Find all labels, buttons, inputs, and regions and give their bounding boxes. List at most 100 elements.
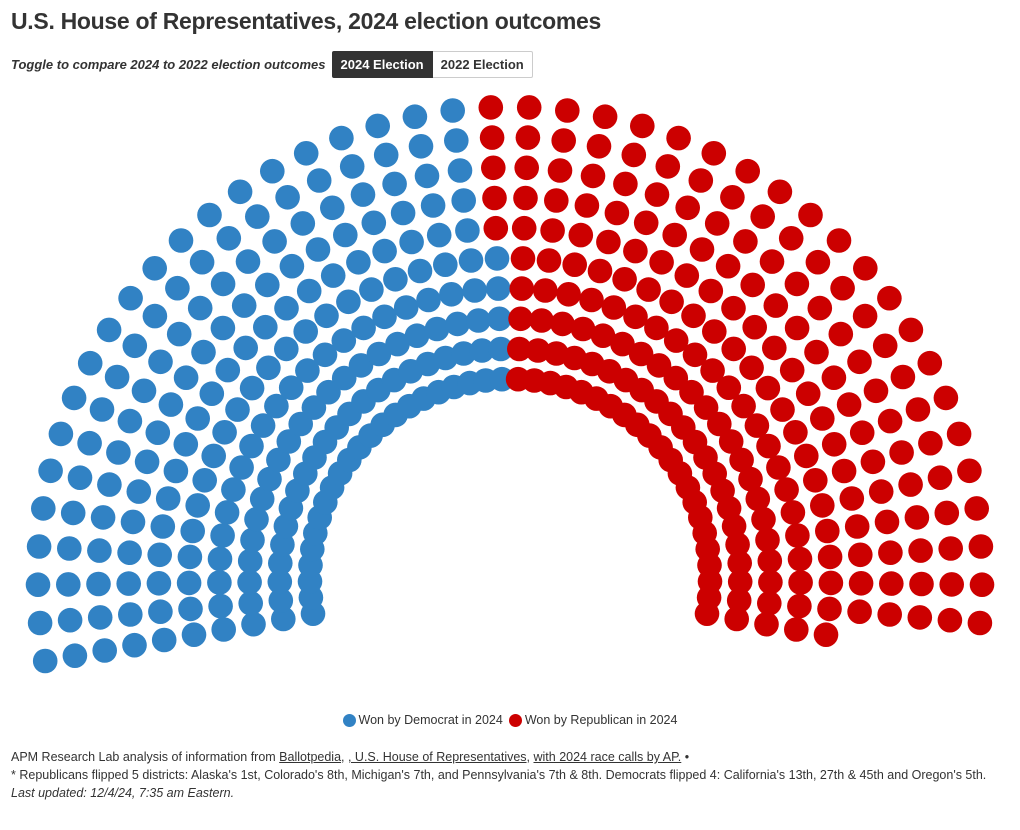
seat-democrat[interactable] bbox=[484, 246, 510, 271]
seat-republican[interactable] bbox=[679, 379, 704, 405]
seat-republican[interactable] bbox=[586, 134, 612, 159]
seat-democrat[interactable] bbox=[385, 331, 410, 357]
house-link[interactable]: , U.S. House of Representatives bbox=[347, 750, 527, 764]
seat-democrat[interactable] bbox=[348, 353, 374, 378]
seat-democrat[interactable] bbox=[445, 311, 470, 337]
toggle-2024-button[interactable]: 2024 Election bbox=[331, 51, 433, 78]
seat-republican[interactable] bbox=[513, 185, 538, 211]
seat-democrat[interactable] bbox=[267, 569, 293, 595]
seat-democrat[interactable] bbox=[451, 341, 476, 366]
seat-republican[interactable] bbox=[592, 104, 618, 129]
seat-democrat[interactable] bbox=[485, 276, 511, 301]
seat-republican[interactable] bbox=[877, 602, 902, 627]
seat-republican[interactable] bbox=[574, 193, 600, 218]
seat-democrat[interactable] bbox=[25, 572, 51, 597]
seat-democrat[interactable] bbox=[155, 486, 181, 511]
seat-democrat[interactable] bbox=[150, 514, 176, 539]
seat-democrat[interactable] bbox=[296, 278, 322, 304]
legend-item-democrat[interactable]: Won by Democrat in 2024 bbox=[342, 713, 503, 727]
seat-democrat[interactable] bbox=[444, 128, 469, 153]
seat-republican[interactable] bbox=[878, 540, 903, 565]
seat-republican[interactable] bbox=[727, 569, 753, 595]
seat-republican[interactable] bbox=[610, 331, 635, 357]
seat-republican[interactable] bbox=[570, 316, 596, 342]
seat-republican[interactable] bbox=[879, 571, 904, 596]
seat-republican[interactable] bbox=[698, 278, 724, 304]
seat-republican[interactable] bbox=[580, 163, 606, 189]
seat-republican[interactable] bbox=[807, 295, 833, 321]
seat-republican[interactable] bbox=[540, 218, 565, 243]
seat-republican[interactable] bbox=[729, 447, 754, 473]
seat-democrat[interactable] bbox=[268, 550, 293, 576]
seat-democrat[interactable] bbox=[458, 248, 484, 273]
seat-democrat[interactable] bbox=[199, 381, 225, 407]
seat-democrat[interactable] bbox=[231, 293, 257, 318]
seat-republican[interactable] bbox=[693, 395, 719, 420]
seat-republican[interactable] bbox=[755, 375, 781, 401]
seat-republican[interactable] bbox=[721, 295, 746, 321]
seat-democrat[interactable] bbox=[57, 536, 82, 561]
seat-republican[interactable] bbox=[810, 406, 835, 431]
seat-democrat[interactable] bbox=[408, 134, 434, 159]
seat-democrat[interactable] bbox=[208, 593, 233, 619]
seat-democrat[interactable] bbox=[466, 308, 491, 333]
seat-democrat[interactable] bbox=[163, 458, 189, 484]
seat-democrat[interactable] bbox=[239, 433, 264, 459]
seat-democrat[interactable] bbox=[372, 304, 397, 330]
seat-democrat[interactable] bbox=[440, 98, 466, 123]
seat-republican[interactable] bbox=[478, 95, 504, 120]
seat-republican[interactable] bbox=[860, 449, 886, 475]
seat-republican[interactable] bbox=[890, 364, 916, 390]
seat-democrat[interactable] bbox=[31, 496, 56, 521]
seat-democrat[interactable] bbox=[365, 113, 391, 139]
seat-republican[interactable] bbox=[601, 295, 627, 320]
ap-link[interactable]: with 2024 race calls by AP. bbox=[533, 750, 682, 764]
seat-democrat[interactable] bbox=[250, 413, 276, 438]
seat-republican[interactable] bbox=[780, 500, 806, 525]
seat-democrat[interactable] bbox=[118, 285, 143, 311]
seat-republican[interactable] bbox=[556, 282, 581, 307]
seat-democrat[interactable] bbox=[254, 272, 280, 298]
seat-republican[interactable] bbox=[551, 128, 576, 153]
seat-democrat[interactable] bbox=[147, 542, 172, 568]
seat-republican[interactable] bbox=[759, 249, 785, 274]
seat-democrat[interactable] bbox=[97, 472, 122, 497]
seat-republican[interactable] bbox=[742, 314, 767, 340]
seat-democrat[interactable] bbox=[366, 341, 392, 367]
seat-democrat[interactable] bbox=[290, 211, 316, 236]
seat-republican[interactable] bbox=[744, 413, 770, 438]
seat-republican[interactable] bbox=[623, 238, 648, 264]
seat-republican[interactable] bbox=[946, 421, 972, 447]
seat-democrat[interactable] bbox=[227, 179, 253, 205]
seat-republican[interactable] bbox=[756, 433, 781, 459]
seat-democrat[interactable] bbox=[407, 258, 433, 284]
seat-republican[interactable] bbox=[939, 572, 964, 597]
seat-republican[interactable] bbox=[613, 171, 638, 197]
seat-republican[interactable] bbox=[724, 606, 749, 632]
seat-republican[interactable] bbox=[957, 458, 982, 484]
seat-democrat[interactable] bbox=[86, 571, 111, 597]
seat-republican[interactable] bbox=[721, 336, 746, 362]
seat-democrat[interactable] bbox=[96, 317, 122, 343]
ballotpedia-link[interactable]: Ballotpedia bbox=[279, 750, 342, 764]
seat-republican[interactable] bbox=[726, 588, 752, 613]
seat-republican[interactable] bbox=[828, 321, 854, 347]
seat-democrat[interactable] bbox=[131, 378, 157, 404]
seat-democrat[interactable] bbox=[239, 375, 265, 401]
seat-democrat[interactable] bbox=[240, 527, 265, 553]
seat-republican[interactable] bbox=[817, 596, 842, 622]
seat-republican[interactable] bbox=[636, 277, 661, 302]
seat-democrat[interactable] bbox=[62, 643, 88, 668]
seat-republican[interactable] bbox=[507, 336, 532, 362]
seat-democrat[interactable] bbox=[469, 338, 495, 363]
seat-republican[interactable] bbox=[509, 276, 535, 301]
seat-democrat[interactable] bbox=[264, 393, 289, 419]
seat-republican[interactable] bbox=[511, 215, 537, 241]
seat-republican[interactable] bbox=[483, 215, 509, 241]
seat-republican[interactable] bbox=[815, 518, 840, 544]
seat-republican[interactable] bbox=[877, 408, 903, 434]
seat-republican[interactable] bbox=[788, 570, 813, 595]
seat-democrat[interactable] bbox=[295, 358, 320, 383]
seat-democrat[interactable] bbox=[207, 570, 232, 595]
seat-democrat[interactable] bbox=[120, 509, 146, 535]
